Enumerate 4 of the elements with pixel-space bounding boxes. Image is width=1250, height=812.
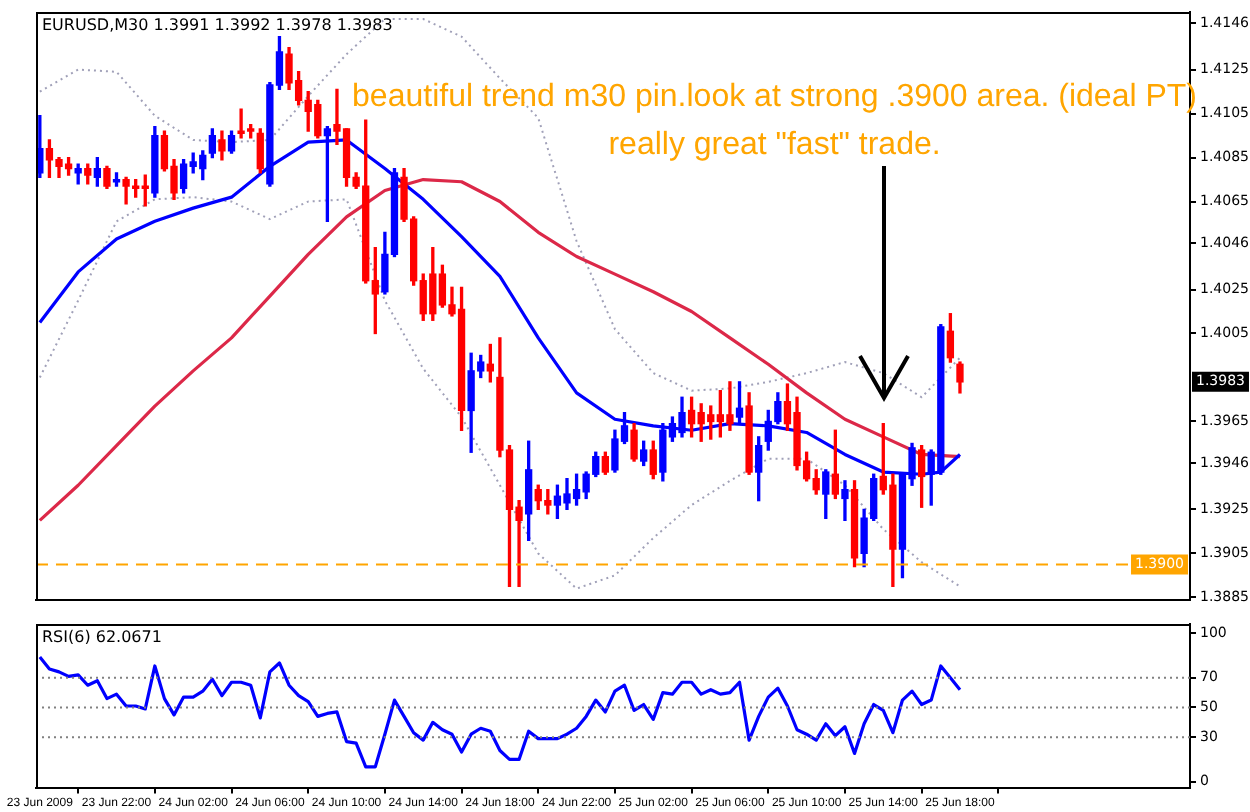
chart-title: RSI(6) 62.0671 [42, 628, 162, 647]
line-series [38, 196, 961, 590]
annotation: really great "fast" trade. [608, 128, 941, 165]
chart-title: EURUSD,M30 1.3991 1.3992 1.3978 1.3983 [42, 16, 393, 35]
